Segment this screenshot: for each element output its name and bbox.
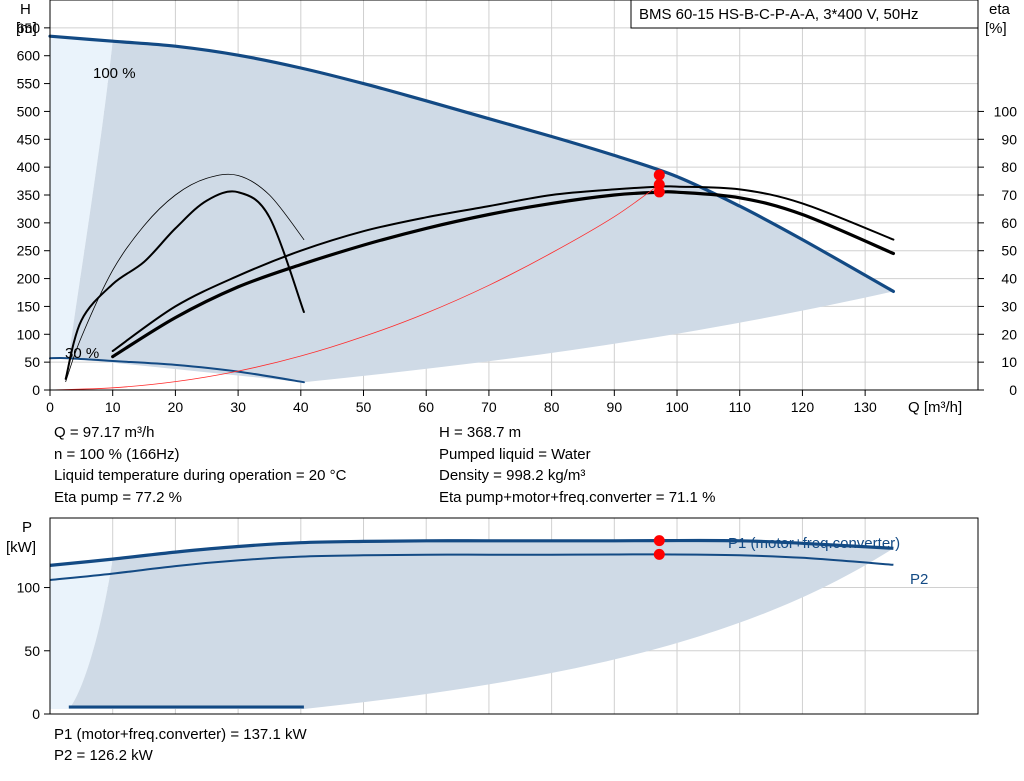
x-tick-label: 90: [607, 399, 623, 415]
pump-curve-30: [49, 357, 305, 384]
power-operating-point: [653, 548, 665, 560]
info-n: n = 100 % (166Hz): [54, 446, 180, 463]
info-p2: P2 = 126.2 kW: [54, 747, 153, 764]
y-right-tick-label: 10: [1001, 354, 1017, 370]
y-right-tick-label: 20: [1001, 326, 1017, 342]
y-right-tick-label: 40: [1001, 271, 1017, 287]
operating-points: [653, 169, 665, 560]
y-right-tick-label: 0: [1009, 382, 1017, 398]
y-left-tick-label: 300: [17, 215, 41, 231]
upper-operating-area: [50, 36, 894, 383]
lower-area-main: [68, 540, 894, 709]
y-right-tick-label: 70: [1001, 187, 1017, 203]
info-liquid: Pumped liquid = Water: [439, 446, 591, 463]
y-left-tick-label: 350: [17, 187, 41, 203]
y-right-tick-label: 80: [1001, 159, 1017, 175]
y-left-tick-label: 400: [17, 159, 41, 175]
info-h: H = 368.7 m: [439, 424, 522, 441]
info-density: Density = 998.2 kg/m³: [439, 467, 586, 484]
chart-title: BMS 60-15 HS-B-C-P-A-A, 3*400 V, 50Hz: [639, 6, 919, 23]
lower-operating-area: [50, 540, 894, 709]
info-eta-pump: Eta pump = 77.2 %: [54, 489, 182, 506]
eta-curve-30-b: [64, 190, 305, 380]
eta-curve-100-b: [111, 190, 895, 359]
y-right-tick-label: 50: [1001, 243, 1017, 259]
info-p1: P1 (motor+freq.converter) = 137.1 kW: [54, 726, 307, 743]
y-left-tick-label: 250: [17, 243, 41, 259]
x-tick-label: 50: [356, 399, 372, 415]
x-tick-label: 30: [230, 399, 246, 415]
system-curve: [49, 184, 660, 391]
x-tick-label: 0: [46, 399, 54, 415]
eta-curve-100-a-thin: [112, 185, 894, 352]
lower-plot-frame: [49, 517, 979, 715]
lower-y-tick-label: 0: [32, 706, 40, 722]
y-left-tick-label: 50: [24, 354, 40, 370]
x-tick-label: 130: [853, 399, 877, 415]
lower-area-light: [50, 559, 113, 709]
p1-curve: [49, 538, 894, 567]
y-left-tick-label: 450: [17, 131, 41, 147]
legend-p2: P2: [910, 571, 928, 588]
y-left-tick-label: 600: [17, 48, 41, 64]
lower-y-label: P: [22, 519, 32, 536]
info-eta-total: Eta pump+motor+freq.converter = 71.1 %: [439, 489, 716, 506]
p2-curve: [49, 553, 894, 581]
area-light: [50, 36, 113, 359]
x-tick-label: 10: [105, 399, 121, 415]
y-left-tick-label: 0: [32, 382, 40, 398]
info-temp: Liquid temperature during operation = 20…: [54, 467, 347, 484]
curve-label-100: 100 %: [93, 65, 136, 82]
pump-curve-100: [48, 34, 895, 293]
y-right-label: eta: [989, 1, 1011, 18]
x-tick-label: 40: [293, 399, 309, 415]
operating-point: [653, 169, 665, 181]
x-tick-label: 70: [481, 399, 497, 415]
info-q: Q = 97.17 m³/h: [54, 424, 155, 441]
y-left-tick-label: 100: [17, 326, 41, 342]
upper-series: [48, 34, 895, 391]
area-main: [68, 41, 894, 383]
lower-y-tick-label: 100: [17, 580, 41, 596]
y-left-tick-label: 200: [17, 271, 41, 287]
x-tick-label: 110: [729, 399, 752, 415]
lower-series: [49, 538, 894, 709]
y-left-label: H: [20, 1, 31, 18]
y-right-unit: [%]: [985, 20, 1007, 37]
y-right-tick-label: 90: [1001, 131, 1017, 147]
lower-y-unit: [kW]: [6, 539, 36, 556]
y-left-tick-label: 650: [17, 20, 41, 36]
title-box: [630, 0, 979, 29]
x-tick-label: 80: [544, 399, 560, 415]
x-tick-label: 60: [418, 399, 434, 415]
operating-point: [653, 186, 665, 198]
y-right-tick-label: 100: [994, 103, 1018, 119]
legend-p1: P1 (motor+freq.converter): [728, 535, 900, 552]
y-left-tick-label: 550: [17, 76, 41, 92]
y-right-tick-label: 60: [1001, 215, 1017, 231]
y-left-tick-label: 500: [17, 103, 41, 119]
y-right-tick-label: 30: [1001, 298, 1017, 314]
x-axis-label: Q [m³/h]: [908, 399, 962, 416]
curve-label-30: 30 %: [65, 345, 99, 362]
x-tick-label: 100: [665, 399, 689, 415]
power-operating-point: [653, 535, 665, 547]
lower-axes: 0 50 100: [17, 580, 50, 722]
y-left-unit: [m]: [16, 20, 37, 37]
x-tick-label: 20: [168, 399, 184, 415]
lower-y-tick-label: 50: [24, 643, 40, 659]
y-left-tick-label: 150: [17, 298, 41, 314]
upper-axes: 0 10 20 30 40 50 60 70 80 90 100 110 120 130050100150…: [17, 20, 1018, 415]
x-tick-label: 120: [791, 399, 815, 415]
eta-curve-30-a: [65, 173, 305, 382]
